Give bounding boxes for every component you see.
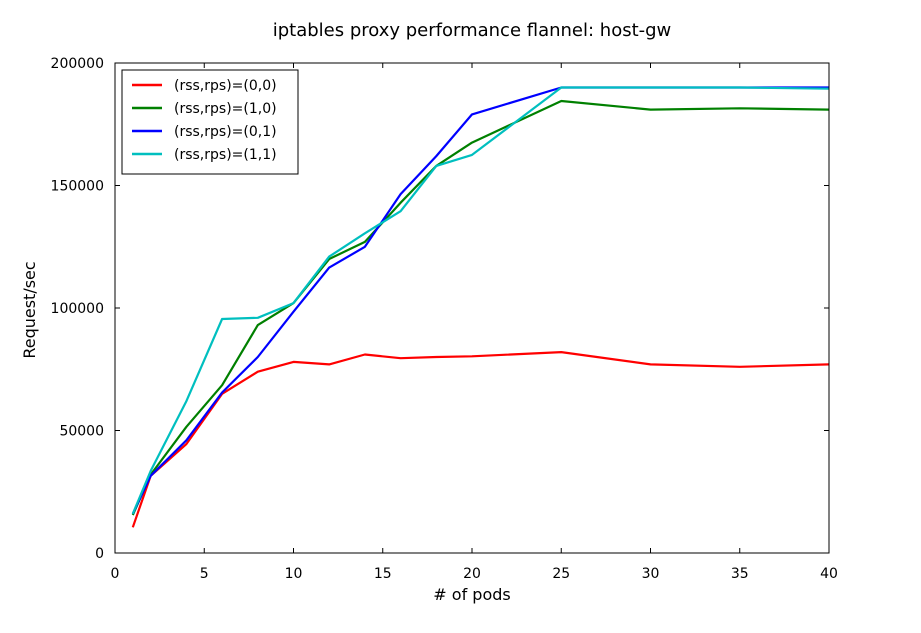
x-tick-label: 20 [463,566,481,582]
x-tick-label: 5 [200,566,209,582]
legend-label: (rss,rps)=(1,0) [174,101,277,117]
y-axis-label: Request/sec [20,261,39,358]
legend-label: (rss,rps)=(1,1) [174,147,277,163]
chart-title: iptables proxy performance flannel: host… [273,20,672,41]
legend: (rss,rps)=(0,0) (rss,rps)=(1,0) (rss,rps)=… [121,69,299,175]
x-tick-label: 25 [552,566,570,582]
x-axis-label: # of pods [433,585,510,604]
y-tick-label: 200000 [51,56,104,72]
x-tick-label: 35 [731,566,749,582]
y-tick-label: 100000 [51,301,104,317]
x-tick-label: 0 [111,566,120,582]
series-line-0 [131,351,830,528]
y-tick-label: 50000 [59,424,104,440]
series-line-3 [131,86,830,515]
legend-label: (rss,rps)=(0,0) [174,78,277,94]
series-line-1 [131,99,830,516]
y-tick-label: 0 [95,546,104,562]
legend-label: (rss,rps)=(0,1) [174,124,277,140]
y-tick-label: 150000 [51,179,104,195]
x-tick-label: 15 [374,566,392,582]
legend-box [121,69,299,175]
x-tick-label: 40 [820,566,838,582]
x-tick-label: 10 [285,566,303,582]
x-tick-label: 30 [642,566,660,582]
